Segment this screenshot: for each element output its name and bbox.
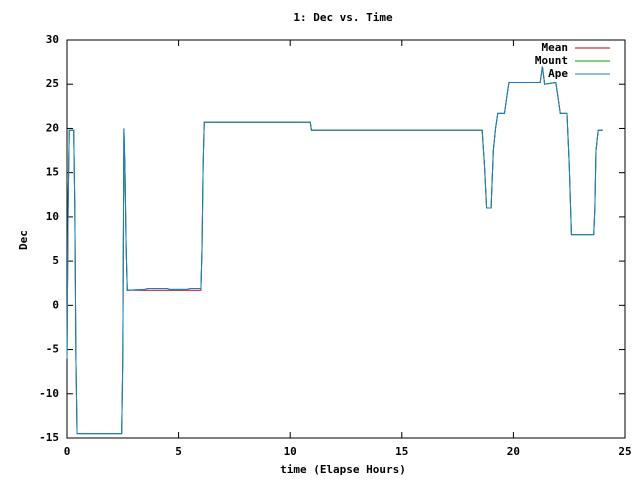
legend-label: Ape: [548, 67, 568, 80]
y-tick-label: -15: [39, 431, 59, 444]
y-axis-label: Dec: [17, 230, 30, 250]
x-tick-label: 10: [284, 445, 297, 458]
x-axis-label: time (Elapse Hours): [280, 463, 406, 476]
y-tick-label: -10: [39, 387, 59, 400]
legend-label: Mount: [535, 54, 568, 67]
x-tick-label: 20: [507, 445, 520, 458]
y-tick-label: 10: [46, 210, 59, 223]
y-tick-label: 0: [52, 298, 59, 311]
y-tick-label: 20: [46, 121, 59, 134]
legend-label: Mean: [542, 41, 569, 54]
y-tick-label: 15: [46, 166, 59, 179]
x-tick-label: 25: [618, 445, 631, 458]
y-tick-label: 5: [52, 254, 59, 267]
chart-title: 1: Dec vs. Time: [293, 11, 393, 24]
plot-border: [66, 39, 626, 439]
y-tick-label: -5: [46, 343, 59, 356]
series-line: [66, 66, 603, 435]
y-tick-label: 25: [46, 77, 59, 90]
y-tick-label: 30: [46, 33, 59, 46]
x-tick-label: 5: [175, 445, 182, 458]
x-tick-label: 15: [395, 445, 408, 458]
x-tick-label: 0: [64, 445, 71, 458]
